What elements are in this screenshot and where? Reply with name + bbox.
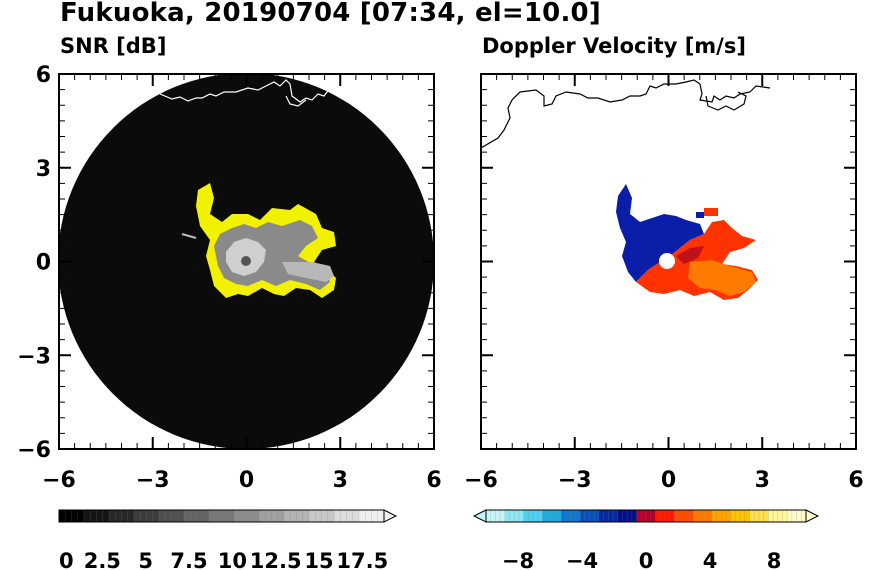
velocity-coastline: [481, 79, 771, 149]
snr-coastline-2: [285, 95, 307, 107]
velocity-colorbar-swatch: [787, 510, 807, 522]
snr-spike: [181, 233, 197, 239]
snr-colorbar-label: 7.5: [170, 549, 207, 570]
snr-colorbar-swatch: [309, 510, 335, 522]
snr-colorbar-swatch: [284, 510, 310, 522]
velocity-colorbar-swatch: [486, 510, 506, 522]
velocity-colorbar-swatch: [598, 510, 619, 522]
snr-colorbar-max-extend: [383, 509, 398, 523]
snr-colorbar-swatch: [159, 510, 185, 522]
snr-colorbar-label: 10: [218, 549, 247, 570]
velocity-panel-title: Doppler Velocity [m/s]: [482, 34, 746, 58]
snr-y-tick-label: −3: [17, 344, 51, 369]
snr-center: [241, 256, 251, 266]
velocity-colorbar-swatch: [768, 510, 788, 522]
snr-colorbar-swatch: [59, 510, 85, 522]
velocity-colorbar-swatch: [674, 510, 694, 522]
velocity-colorbar: −8 −4 0 4 8: [472, 509, 820, 570]
velocity-x-tick-label: 6: [848, 468, 863, 493]
snr-x-tick-label: −6: [42, 468, 76, 493]
snr-coastline: [159, 79, 331, 103]
snr-x-tick-label: −3: [136, 468, 170, 493]
snr-y-tick-label: 0: [36, 251, 51, 276]
snr-colorbar-label: 0: [59, 549, 74, 570]
snr-y-tick-label: 3: [36, 157, 51, 182]
snr-panel-title: SNR [dB]: [60, 34, 167, 58]
snr-colorbar-swatch: [234, 510, 260, 522]
velocity-echo-darkred: [676, 246, 704, 264]
snr-colorbar-label: 5: [138, 549, 153, 570]
velocity-colorbar-swatch: [617, 510, 638, 522]
snr-y-tick-label: −6: [17, 438, 51, 463]
snr-colorbar-swatch: [259, 510, 285, 522]
snr-x-tick-label: 6: [426, 468, 441, 493]
velocity-colorbar-swatch: [561, 510, 581, 522]
velocity-echo-fragment-2: [696, 212, 704, 218]
snr-colorbar-swatch: [84, 510, 110, 522]
snr-colorbar-swatch: [109, 510, 135, 522]
snr-x-tick-label: 0: [239, 468, 254, 493]
velocity-colorbar-swatch: [580, 510, 600, 522]
velocity-colorbar-label: 8: [767, 549, 782, 570]
velocity-colorbar-swatch: [504, 510, 525, 522]
snr-colorbar-label: 15: [304, 549, 333, 570]
snr-echo-streak: [282, 262, 334, 282]
velocity-panel: −6 −3 0 3 6: [464, 73, 864, 493]
velocity-colorbar-label: 4: [703, 549, 718, 570]
snr-panel: −6 −3 0 3 6 6 3 0 −3 −6: [17, 63, 441, 493]
velocity-colorbar-swatch: [749, 510, 769, 522]
velocity-colorbar-swatch: [693, 510, 713, 522]
snr-colorbar-swatch: [209, 510, 235, 522]
velocity-colorbar-swatch: [636, 510, 656, 522]
velocity-x-tick-label: −6: [464, 468, 498, 493]
velocity-colorbar-swatch: [655, 510, 675, 522]
figure-title: Fukuoka, 20190704 [07:34, el=10.0]: [60, 0, 601, 28]
velocity-colorbar-label: −4: [566, 549, 598, 570]
velocity-coastline-2: [705, 91, 747, 111]
velocity-x-tick-label: 0: [661, 468, 676, 493]
velocity-colorbar-swatch: [730, 510, 751, 522]
velocity-colorbar-max-extend: [805, 509, 820, 523]
snr-colorbar-swatch: [134, 510, 160, 522]
velocity-colorbar-swatch: [542, 510, 562, 522]
velocity-colorbar-swatch: [523, 510, 543, 522]
velocity-echo-fragment: [704, 208, 718, 216]
velocity-echo-orange: [688, 260, 756, 296]
snr-x-tick-label: 3: [333, 468, 348, 493]
snr-colorbar-label: 17.5: [336, 549, 388, 570]
velocity-x-tick-label: −3: [558, 468, 592, 493]
velocity-x-tick-label: 3: [755, 468, 770, 493]
snr-colorbar-swatch: [334, 510, 360, 522]
snr-ticks: −6 −3 0 3 6 6 3 0 −3 −6: [17, 63, 441, 493]
velocity-colorbar-label: −8: [502, 549, 534, 570]
velocity-colorbar-swatch: [711, 510, 732, 522]
velocity-colorbar-min-extend: [472, 509, 487, 523]
snr-colorbar: 0 2.5 5 7.5 10 12.5 15 17.5: [58, 509, 398, 570]
snr-colorbar-label: 2.5: [84, 549, 121, 570]
velocity-colorbar-label: 0: [639, 549, 654, 570]
snr-y-tick-label: 6: [36, 63, 51, 88]
snr-colorbar-swatch: [359, 510, 385, 522]
snr-colorbar-label: 12.5: [250, 549, 302, 570]
velocity-center-blank: [659, 253, 675, 269]
snr-colorbar-swatch: [184, 510, 210, 522]
velocity-echo-blue: [616, 184, 704, 282]
velocity-ticks: −6 −3 0 3 6: [464, 73, 864, 493]
